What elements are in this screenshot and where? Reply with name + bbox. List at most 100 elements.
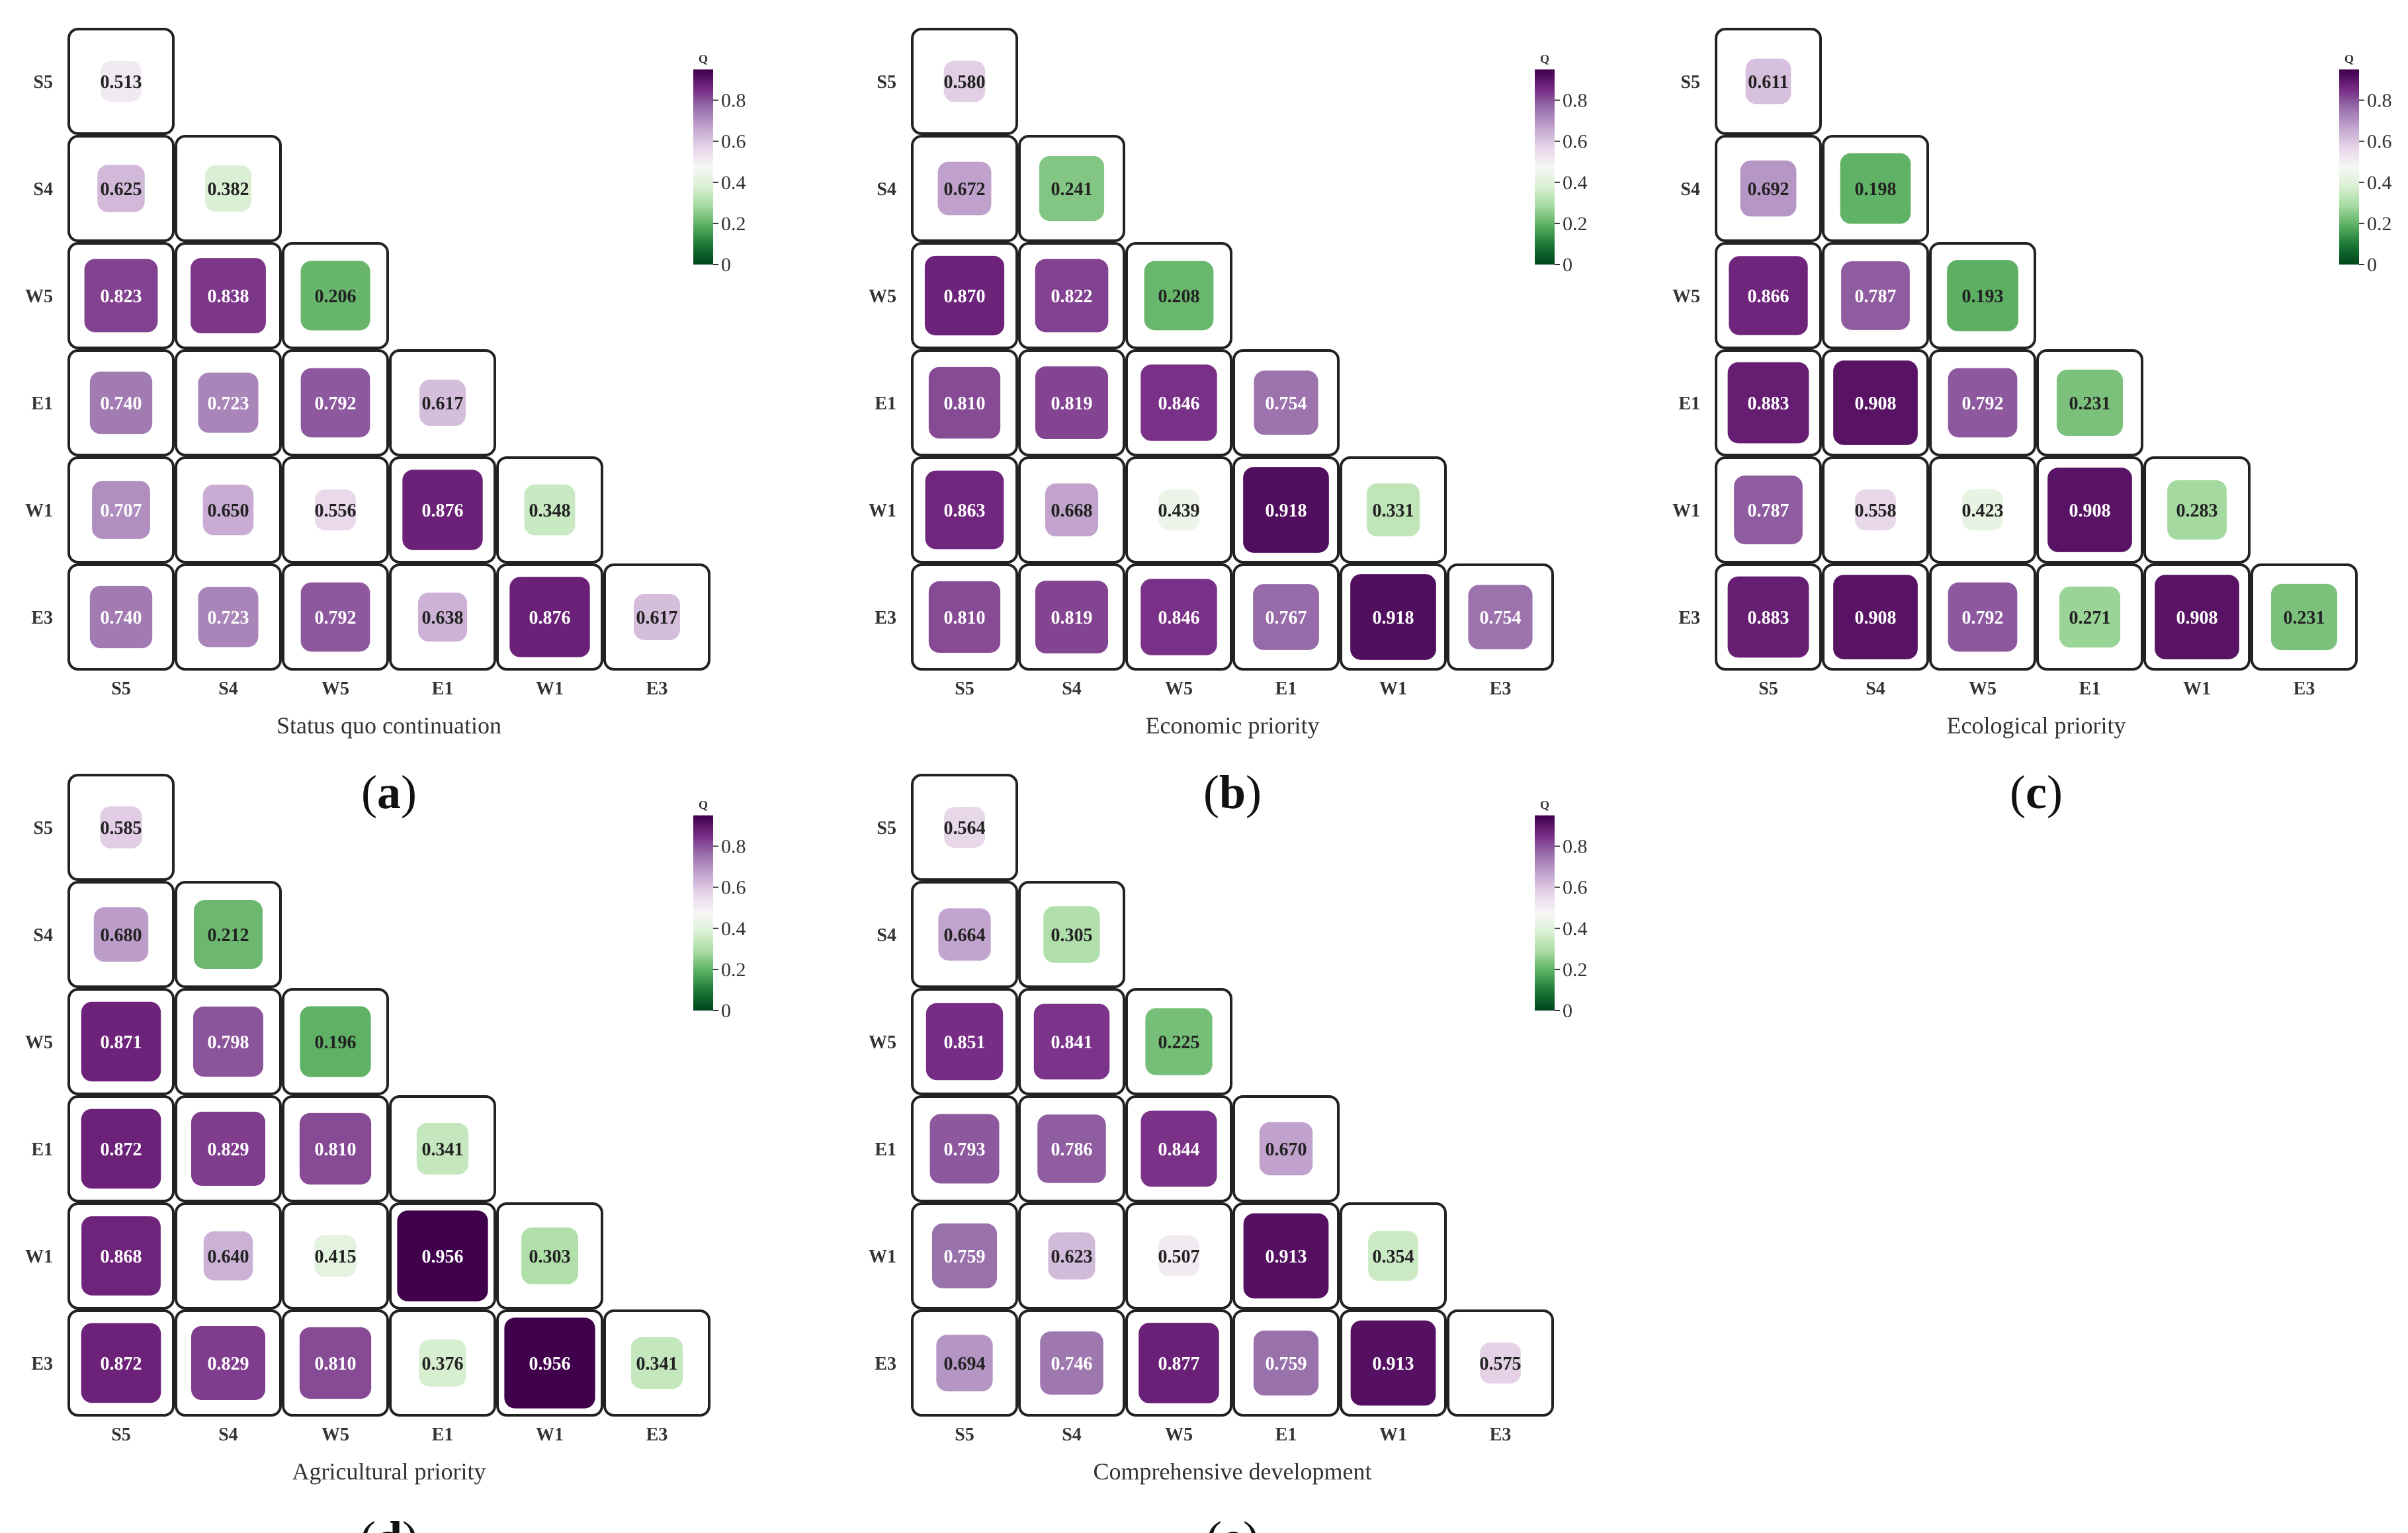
colorbar-tick-label: 0.4 [1563, 172, 1588, 194]
cell-value-label: 0.810 [944, 394, 986, 414]
cell-value-label: 0.241 [1051, 179, 1093, 200]
heatmap-cell [300, 368, 370, 438]
colorbar-title: Q [1540, 798, 1549, 811]
cell-value-label: 0.908 [1855, 608, 1897, 628]
column-tick-label: S4 [1062, 679, 1082, 699]
heatmap-cell [1745, 58, 1791, 104]
cell-value-label: 0.617 [422, 394, 464, 414]
heatmap-cell [2056, 369, 2124, 436]
heatmap-cell [203, 1231, 253, 1281]
cell-value-label: 0.650 [208, 501, 249, 521]
heatmap-cell [1350, 574, 1436, 660]
heatmap-cell [93, 907, 149, 962]
heatmap-cell [1145, 1008, 1213, 1075]
heatmap-cell [1948, 582, 2018, 652]
cell-value-label: 0.798 [208, 1032, 249, 1053]
column-tick-label: S4 [1062, 1425, 1082, 1445]
cell-value-label: 0.810 [315, 1139, 357, 1160]
panel-axis-title: Comprehensive development [1094, 1458, 1372, 1485]
column-tick-label: S4 [1866, 679, 1885, 699]
row-tick-label: W1 [25, 501, 53, 521]
heatmap-cell [97, 165, 145, 212]
cell-value-label: 0.841 [1051, 1032, 1093, 1053]
heatmap-cell [1048, 1232, 1096, 1280]
heatmap-cell [1833, 360, 1918, 445]
heatmap-cell [198, 587, 259, 647]
cell-value-label: 0.787 [1748, 501, 1789, 521]
heatmap-cell [191, 1325, 266, 1401]
cell-value-label: 0.585 [101, 818, 142, 839]
heatmap-cell [2059, 586, 2121, 648]
heatmap-cell [419, 380, 466, 426]
column-tick-label: W1 [1379, 679, 1407, 699]
heatmap-cell [504, 1317, 595, 1409]
heatmap-cell [1043, 906, 1100, 963]
cell-value-label: 0.810 [944, 608, 986, 628]
heatmap-cell [1254, 370, 1318, 435]
colorbar-gradient [1535, 815, 1555, 1011]
column-tick-label: S4 [218, 1425, 238, 1445]
row-tick-label: S5 [1680, 72, 1700, 93]
row-tick-label: E1 [1678, 394, 1700, 414]
heatmap-cell [2270, 583, 2338, 651]
cell-value-label: 0.883 [1748, 608, 1789, 628]
heatmap-cell [92, 481, 150, 539]
cell-value-label: 0.196 [315, 1032, 357, 1053]
cell-value-label: 0.759 [1266, 1354, 1307, 1374]
cell-value-label: 0.672 [944, 179, 986, 200]
heatmap-cell [100, 806, 142, 849]
cell-value-label: 0.668 [1051, 501, 1093, 521]
cell-value-label: 0.513 [101, 72, 142, 93]
cell-value-label: 0.829 [208, 1139, 249, 1160]
row-tick-label: S4 [1680, 179, 1700, 200]
row-tick-label: S5 [33, 818, 53, 839]
cell-value-label: 0.883 [1748, 394, 1789, 414]
heatmap-cell [524, 484, 576, 536]
row-tick-label: W1 [1672, 501, 1700, 521]
heatmap-cell [630, 1337, 683, 1389]
cell-value-label: 0.792 [1962, 608, 2004, 628]
heatmap-cell [1833, 575, 1918, 659]
row-tick-label: W5 [869, 1032, 896, 1053]
colorbar-tick-label: 0.4 [1563, 918, 1588, 940]
cell-value-label: 0.382 [208, 179, 249, 200]
cell-value-label: 0.876 [529, 608, 571, 628]
cell-value-label: 0.723 [208, 608, 249, 628]
cell-value-label: 0.838 [208, 286, 249, 307]
heatmap-cell [300, 582, 370, 652]
heatmap-cell [89, 585, 153, 649]
heatmap-cell [1480, 1343, 1521, 1384]
heatmap-cell [1961, 489, 2004, 531]
cell-value-label: 0.670 [1266, 1139, 1307, 1160]
heatmap-cell [929, 1114, 1000, 1184]
row-tick-label: S5 [877, 72, 896, 93]
column-tick-label: E1 [1275, 1425, 1297, 1445]
cell-value-label: 0.556 [315, 501, 357, 521]
row-tick-label: W1 [869, 501, 896, 521]
heatmap-cell [1158, 1235, 1199, 1276]
row-tick-label: E3 [875, 1354, 896, 1374]
heatmap-cell [204, 165, 252, 212]
heatmap-cell [2155, 575, 2239, 659]
panel-axis-title: Agricultural priority [292, 1458, 486, 1485]
heatmap-cell [1243, 1213, 1329, 1299]
heatmap-cell [1140, 364, 1217, 441]
colorbar-tick-label: 0.8 [2367, 90, 2392, 112]
heatmap-cell [101, 61, 142, 102]
heatmap-cell [1035, 259, 1109, 333]
colorbar: Q 0 0.2 0.4 0.6 0.8 [693, 798, 746, 1022]
column-tick-label: S5 [111, 1425, 131, 1445]
cell-value-label: 0.206 [315, 286, 357, 307]
heatmap-cell [936, 1335, 993, 1391]
heatmap-cell [1040, 1331, 1103, 1395]
cell-value-label: 0.823 [101, 286, 142, 307]
cell-value-label: 0.851 [944, 1032, 986, 1053]
colorbar-tick-label: 0.2 [721, 959, 746, 981]
cell-value-label: 0.876 [422, 501, 464, 521]
panel-label: (a) [361, 766, 417, 819]
cell-value-label: 0.212 [208, 925, 249, 946]
cell-value-label: 0.792 [315, 394, 357, 414]
row-tick-label: S4 [33, 179, 53, 200]
heatmap-cell [1139, 1323, 1219, 1403]
heatmap-cell [191, 1111, 266, 1186]
